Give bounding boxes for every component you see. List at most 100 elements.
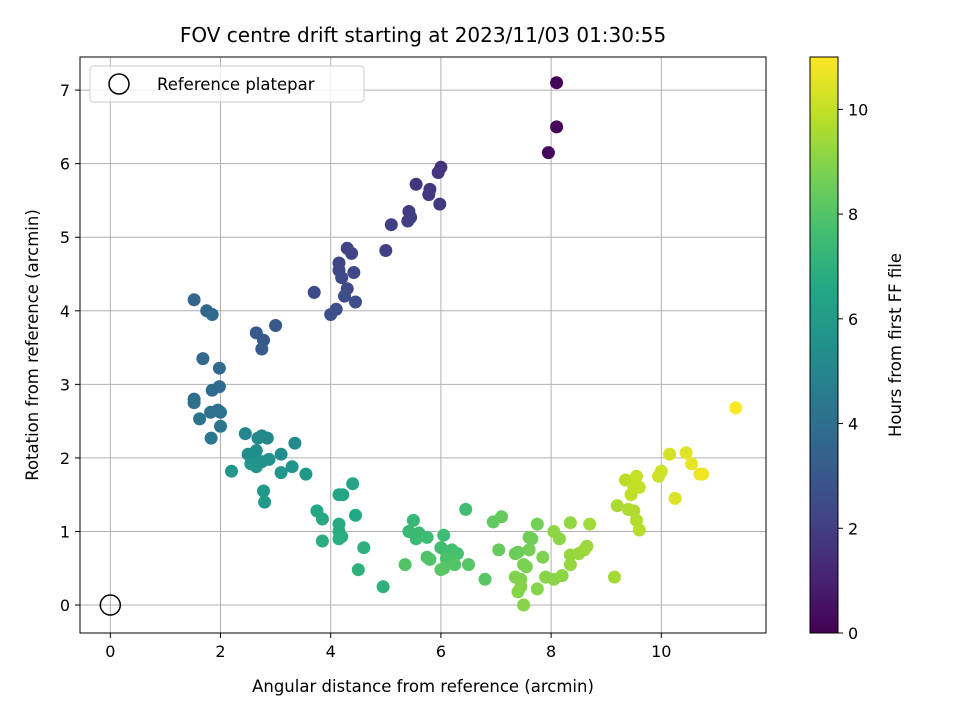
data-point — [580, 539, 594, 553]
data-point — [431, 166, 445, 179]
data-points — [187, 76, 743, 612]
x-tick-label: 4 — [326, 642, 336, 661]
data-point — [583, 517, 597, 531]
data-point — [299, 467, 313, 481]
data-point — [511, 585, 525, 599]
data-point — [349, 295, 362, 309]
data-point — [335, 271, 349, 285]
y-tick-label: 5 — [60, 228, 70, 247]
data-point — [315, 534, 329, 548]
data-point — [338, 289, 351, 303]
data-point — [315, 512, 329, 526]
data-point — [517, 598, 531, 612]
data-point — [258, 495, 272, 509]
data-point — [324, 308, 338, 321]
data-point — [696, 467, 710, 481]
data-point — [495, 510, 508, 524]
data-point — [409, 177, 423, 191]
colorbar-gradient — [809, 56, 839, 634]
data-point — [409, 532, 423, 546]
y-ticks: 0 1 2 3 4 5 6 7 — [60, 81, 80, 615]
data-point — [632, 480, 646, 494]
data-point — [668, 491, 682, 505]
data-point — [193, 412, 207, 426]
colorbar-label: Hours from first FF file — [886, 253, 905, 437]
data-point — [274, 466, 288, 480]
plot-frame — [79, 56, 767, 634]
data-point — [205, 383, 219, 397]
data-point — [679, 446, 693, 460]
data-point — [459, 502, 473, 516]
data-point — [685, 457, 699, 471]
data-point — [519, 560, 533, 574]
data-point — [212, 361, 226, 375]
data-point — [332, 532, 346, 546]
data-point — [288, 436, 302, 450]
legend-marker-icon — [108, 73, 130, 95]
colorbar-tick-label: 2 — [848, 519, 858, 538]
data-point — [260, 431, 274, 445]
data-point — [423, 552, 437, 566]
data-point — [525, 532, 539, 546]
data-point — [262, 452, 276, 466]
colorbar-tick-label: 10 — [848, 100, 868, 119]
data-point — [550, 120, 564, 134]
y-tick-label: 2 — [60, 449, 70, 468]
data-point — [420, 530, 434, 544]
data-point — [269, 319, 283, 332]
data-point — [205, 308, 219, 321]
data-point — [406, 513, 420, 527]
reference-marker-group — [99, 594, 122, 616]
data-point — [433, 197, 447, 211]
data-point — [238, 427, 252, 441]
y-tick-label: 1 — [60, 522, 70, 541]
data-point — [345, 246, 359, 260]
data-point — [336, 488, 350, 502]
y-tick-label: 6 — [60, 155, 70, 174]
grid — [80, 57, 766, 633]
data-point — [608, 570, 621, 584]
data-point — [398, 558, 412, 572]
data-point — [307, 285, 321, 299]
data-point — [630, 469, 643, 483]
data-point — [225, 464, 238, 478]
y-tick-label: 3 — [60, 375, 70, 394]
data-point — [187, 293, 201, 307]
data-point — [478, 572, 492, 586]
data-point — [729, 401, 743, 415]
x-tick-label: 6 — [436, 642, 446, 661]
data-point — [422, 188, 436, 202]
colorbar-tick-label: 4 — [848, 415, 858, 434]
x-tick-label: 8 — [546, 642, 556, 661]
data-point — [536, 550, 550, 564]
chart-title: FOV centre drift starting at 2023/11/03 … — [180, 23, 666, 47]
data-point — [379, 244, 393, 257]
data-point — [563, 516, 577, 530]
data-point — [434, 563, 448, 577]
data-point — [204, 431, 218, 445]
data-point — [384, 218, 398, 232]
data-point — [351, 563, 365, 577]
data-point — [257, 484, 270, 498]
data-point — [448, 558, 462, 572]
data-point — [214, 405, 227, 419]
data-point — [550, 76, 564, 90]
legend: Reference platepar — [89, 65, 365, 103]
data-point — [555, 569, 569, 583]
data-point — [462, 558, 475, 572]
data-point — [347, 266, 361, 279]
data-point — [563, 558, 577, 572]
data-point — [401, 214, 415, 228]
legend-label: Reference platepar — [157, 75, 315, 94]
data-point — [349, 508, 362, 522]
data-point — [547, 525, 561, 538]
data-point — [255, 342, 269, 356]
y-tick-label: 0 — [60, 596, 70, 615]
data-point — [346, 477, 360, 491]
data-point — [663, 447, 677, 461]
data-point — [285, 460, 299, 474]
data-point — [357, 541, 371, 555]
reference-marker — [99, 594, 122, 616]
data-point — [187, 396, 201, 410]
